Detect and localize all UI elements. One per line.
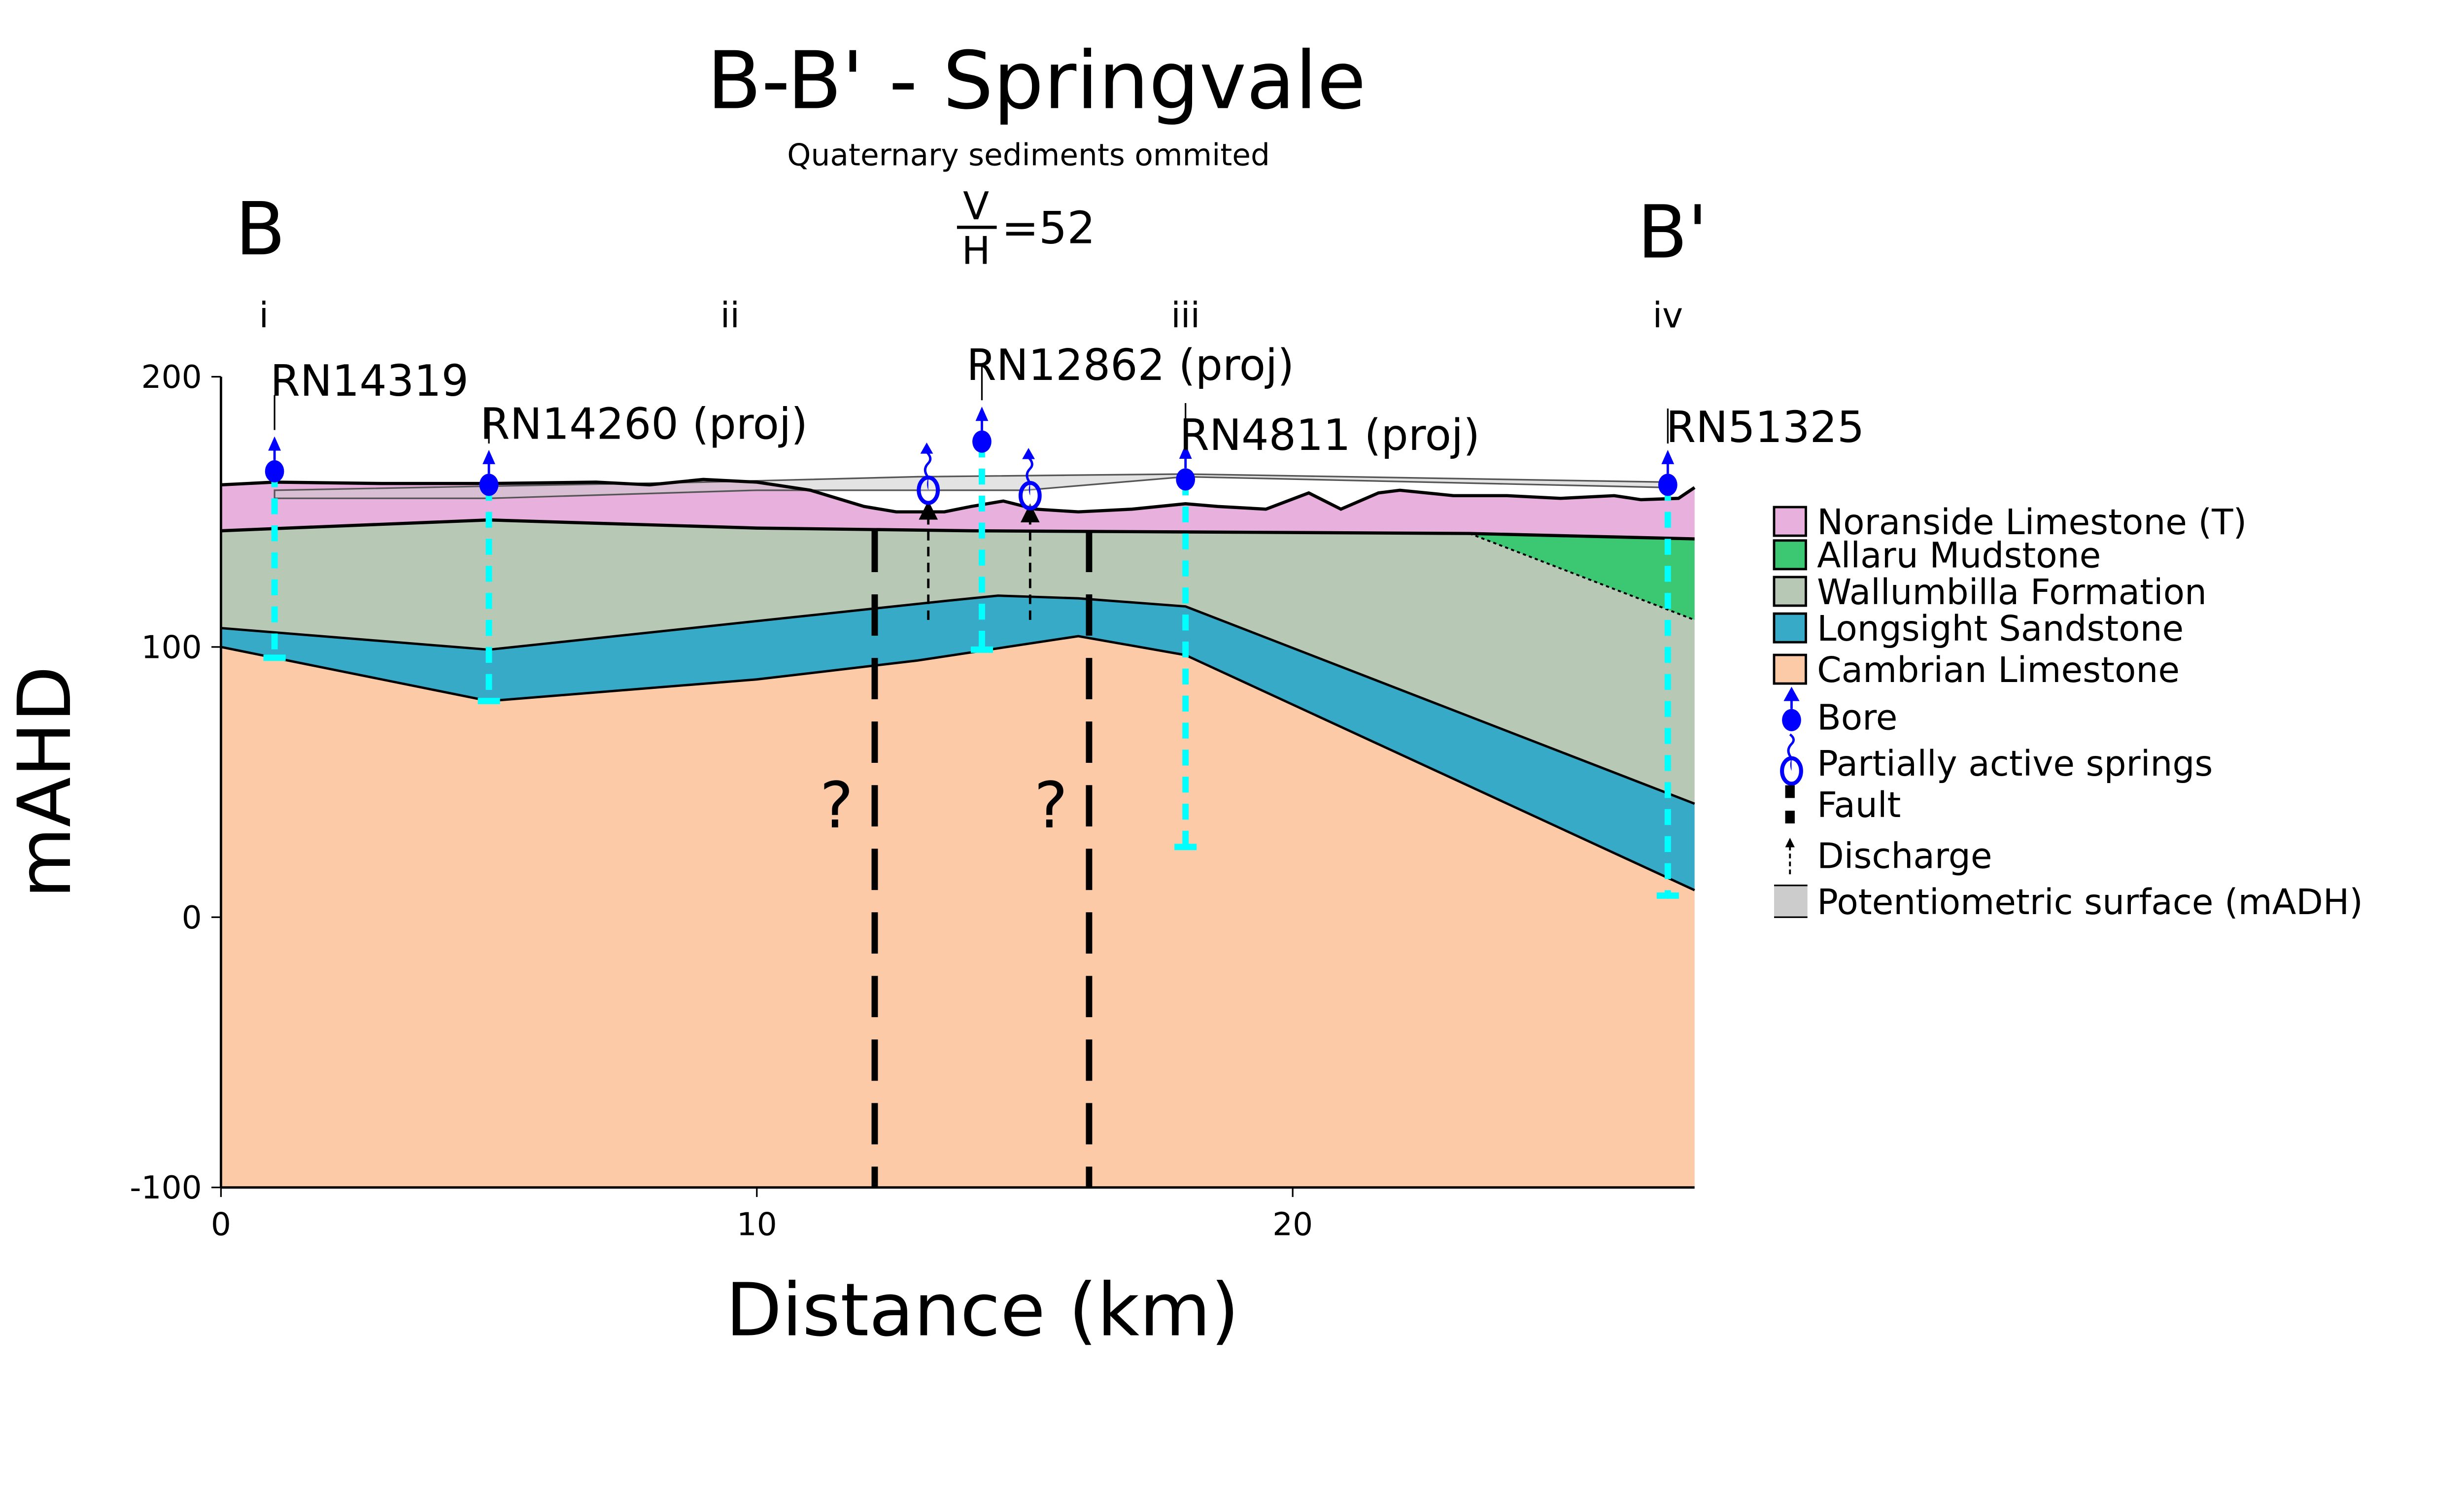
section-end-right: B' [1638,190,1708,275]
legend-label: Longsight Sandstone [1817,608,2184,649]
x-axis-label: Distance (km) [725,1267,1239,1351]
noranside-base-line [221,518,1695,541]
legend-label: Cambrian Limestone [1817,649,2180,690]
spring-icon [1018,448,1042,511]
bore-icon [972,430,992,453]
ratio-denominator: H [962,229,991,273]
figure-subtitle: Quaternary sediments ommited [787,137,1270,172]
bore-icon [1782,709,1801,731]
legend-label: Allaru Mudstone [1817,535,2101,576]
discharge-arrowhead-icon [1020,503,1040,522]
bore-icon [479,474,499,496]
x-tick-label: 10 [737,1206,777,1243]
y-tick-label: -100 [130,1169,202,1206]
bore-label: RN14260 (proj) [480,399,808,449]
potentiometric-swatch [1774,885,1808,918]
bore: RN12862 (proj) [966,340,1294,653]
bore-label: RN12862 (proj) [966,340,1294,390]
bore-arrow-icon [1179,444,1192,459]
fault-uncertain-label: ? [820,769,853,843]
section-marker: i [259,295,269,336]
section-marker: iv [1652,295,1683,336]
bore: RN14260 (proj) [478,399,808,705]
potentiometric-surface [274,473,1669,499]
legend-item: Fault [1785,785,1901,825]
legend-item: Partially active springs [1780,733,2213,786]
ratio-value: =52 [1001,203,1095,254]
legend-label: Wallumbilla Formation [1817,572,2207,613]
bore: RN14319 [263,356,469,661]
bore-arrow-icon [975,407,989,421]
section-marker: iii [1171,295,1200,336]
figure-title: B-B' - Springvale [707,34,1366,127]
legend-item: Discharge [1785,835,1992,876]
y-tick-label: 0 [182,899,202,936]
legend-item: Noranside Limestone (T) [1773,502,2247,543]
legend-swatch [1773,576,1807,607]
legend-label: Noranside Limestone (T) [1817,502,2247,543]
legend-item: Allaru Mudstone [1773,535,2101,576]
section-end-left: B [235,186,285,272]
y-tick-label: 200 [141,359,202,396]
y-axis-label: mAHD [2,666,87,898]
legend-item: Cambrian Limestone [1773,649,2180,690]
bore-arrow-icon [1783,686,1800,701]
legend-label: Bore [1817,697,1897,738]
legend-label: Potentiometric surface (mADH) [1817,882,2363,922]
section-markers: i ii iii iv [259,295,1683,336]
bore-label: RN51325 [1666,402,1865,452]
legend-swatch [1773,506,1807,537]
fault-icon [1785,785,1795,798]
cross-section-figure: B-B' - Springvale Quaternary sediments o… [2,34,2363,1351]
legend-swatch [1773,612,1807,644]
bore: RN51325 [1656,402,1865,899]
section-marker: ii [720,295,740,336]
legend-label: Partially active springs [1817,743,2213,784]
y-tick-label: 100 [141,629,202,666]
legend-item: Longsight Sandstone [1773,608,2184,649]
bore-icon [1176,468,1196,491]
legend-item: Wallumbilla Formation [1773,572,2207,613]
spring-icon [917,443,940,505]
legend-label: Discharge [1817,835,1992,876]
layer-longsight-sandstone [221,595,1695,890]
legend-item: Bore [1782,686,1897,738]
bore-arrow-icon [482,449,495,464]
legend-swatch [1773,539,1807,571]
allaru-base-line [1469,532,1695,621]
legend-label: Fault [1817,785,1901,825]
bore: RN4811 (proj) [1174,403,1480,851]
discharge-arrowhead-icon [919,500,938,520]
ratio-numerator: V [963,184,989,229]
legend-item: Potentiometric surface (mADH) [1774,882,2363,922]
fault-uncertain-label: ? [1034,769,1067,843]
ground-line [221,478,1696,513]
layer-wallumbilla-formation [221,520,1695,804]
x-tick-label: 0 [211,1206,231,1243]
bore-label: RN14319 [270,356,469,406]
bore-label: RN4811 (proj) [1180,410,1480,460]
bore-icon [1658,474,1677,496]
legend-swatch [1773,653,1807,685]
vertical-exaggeration: V H =52 [957,184,1095,273]
bore-arrow-icon [1661,449,1675,464]
layer-cambrian-limestone [221,636,1695,1188]
bore-icon [265,460,284,483]
x-tick-label: 20 [1272,1206,1313,1243]
legend: Noranside Limestone (T)Allaru MudstoneWa… [1773,502,2363,922]
bore-arrow-icon [268,436,281,451]
